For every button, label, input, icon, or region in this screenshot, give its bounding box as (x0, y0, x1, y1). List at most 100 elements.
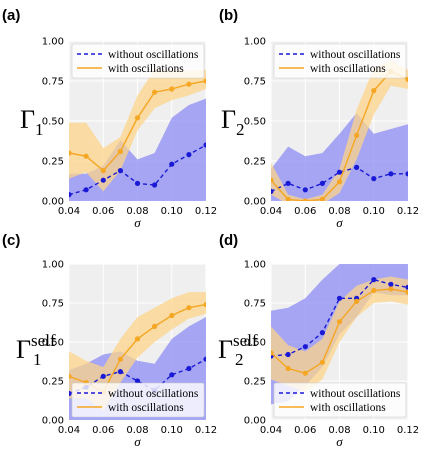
with-oscillations-band (69, 69, 206, 192)
x-tick-label: 0.06 (92, 206, 114, 217)
y-axis-label-sub: 2 (235, 350, 244, 369)
y-axis-label-main: Γ (218, 335, 233, 364)
with-oscillations-point (69, 373, 72, 379)
without-oscillations-point (285, 180, 291, 186)
with-oscillations-point (336, 179, 343, 185)
legend-label: without oscillations (310, 388, 401, 400)
legend-label: without oscillations (108, 49, 199, 61)
x-tick-label: 0.12 (397, 206, 419, 217)
without-oscillations-point (134, 180, 141, 186)
x-axis-label: σ (134, 434, 141, 449)
without-oscillations-point (336, 295, 343, 301)
y-axis-label-sub: 2 (236, 120, 245, 139)
with-oscillations-point (271, 350, 274, 356)
y-axis-label: Γself 1 (16, 331, 56, 369)
x-axis-label: σ (336, 215, 343, 230)
x-tick-label: 0.06 (92, 425, 114, 436)
x-axis-label: σ (134, 215, 141, 230)
legend: without oscillations with oscillations (273, 43, 407, 79)
y-tick-label: 0.25 (42, 377, 64, 388)
legend: without oscillations with oscillations (273, 382, 407, 418)
y-tick-label: 0.00 (42, 416, 64, 427)
with-oscillations-point (285, 365, 291, 372)
with-oscillations-point (271, 177, 274, 183)
x-tick-label: 0.10 (161, 425, 183, 436)
x-tick-label: 0.04 (260, 206, 282, 217)
x-tick-label: 0.08 (126, 425, 148, 436)
y-tick-label: 0.75 (244, 299, 266, 310)
legend-label: with oscillations (310, 402, 386, 414)
without-oscillations-point (336, 169, 343, 175)
with-oscillations-point (186, 81, 192, 87)
panel-b: 0.04 0.06 0.08 0.10 0.12 0.00 0.25 0.50 0.75 1.00… (219, 7, 419, 230)
panel-a: 0.04 0.06 0.08 0.10 0.12 0.00 0.25 0.50 0.75 1.00… (2, 7, 217, 230)
without-oscillations-point (388, 281, 394, 287)
legend-label: without oscillations (108, 388, 199, 400)
with-oscillations-point (186, 305, 192, 311)
with-oscillations-band (271, 60, 408, 201)
with-oscillations-point (203, 78, 206, 84)
x-tick-label: 0.10 (363, 425, 385, 436)
y-tick-label: 0.75 (244, 77, 266, 88)
y-tick-label: 0.50 (244, 338, 266, 349)
y-tick-label: 0.50 (42, 338, 64, 349)
without-oscillations-point (285, 351, 291, 358)
panel-d: 0.04 0.06 0.08 0.10 0.12 0.00 0.25 0.50 0.75 1.00… (218, 232, 419, 449)
with-oscillations-point (203, 302, 206, 308)
x-tick-label: 0.04 (260, 425, 282, 436)
x-axis-label: σ (336, 434, 343, 449)
with-oscillations-point (117, 148, 123, 154)
without-oscillations-point (354, 164, 360, 170)
without-oscillations-point (134, 378, 141, 384)
plot-area (69, 69, 206, 201)
panel-label: (c) (2, 232, 20, 249)
x-tick-label: 0.10 (161, 206, 183, 217)
with-oscillations-point (319, 196, 325, 201)
without-oscillations-point (186, 152, 192, 158)
y-tick-label: 0.00 (244, 416, 266, 427)
without-oscillations-point (371, 277, 377, 283)
panel-label: (b) (219, 7, 238, 24)
without-oscillations-point (319, 180, 325, 186)
y-axis-label: Γ2 (221, 105, 245, 139)
x-tick-label: 0.10 (363, 206, 385, 217)
x-tick-label: 0.04 (58, 425, 80, 436)
with-oscillations-point (371, 287, 377, 294)
legend-box (71, 43, 205, 79)
with-oscillations-point (69, 150, 72, 156)
x-tick-label: 0.08 (328, 425, 350, 436)
without-oscillations-point (302, 187, 308, 193)
panel-label: (a) (2, 7, 20, 24)
with-oscillations-point (117, 356, 123, 362)
y-axis-label-main: Γ (20, 105, 35, 134)
legend-label: with oscillations (108, 402, 184, 414)
without-oscillations-point (100, 177, 106, 183)
panel-c: 0.04 0.06 0.08 0.10 0.12 0.00 0.25 0.50 0.75 1.00… (2, 232, 217, 449)
legend-box (71, 382, 205, 418)
with-oscillations-point (169, 312, 175, 319)
without-oscillations-point (371, 176, 377, 182)
with-oscillations-point (388, 286, 394, 292)
without-oscillations-point (83, 187, 89, 193)
without-oscillations-point (169, 161, 175, 167)
with-oscillations-point (134, 115, 141, 121)
y-tick-label: 0.25 (244, 157, 266, 168)
with-oscillations-point (354, 132, 360, 138)
legend-label: without oscillations (310, 49, 401, 61)
with-oscillations-point (336, 319, 343, 325)
legend: without oscillations with oscillations (71, 43, 205, 79)
y-axis-label: Γself 2 (218, 331, 258, 369)
y-tick-label: 1.00 (244, 37, 266, 48)
without-oscillations-point (405, 284, 408, 290)
without-oscillations-point (69, 192, 72, 198)
y-axis-label-sup: self (233, 331, 258, 350)
y-axis-label: Γ1 (20, 105, 44, 139)
x-tick-label: 0.12 (195, 206, 217, 217)
without-oscillations-point (117, 369, 123, 375)
y-axis-label-main: Γ (16, 335, 31, 364)
legend-label: with oscillations (108, 63, 184, 75)
plot-area (271, 264, 408, 405)
x-tick-label: 0.12 (195, 425, 217, 436)
x-tick-label: 0.04 (58, 206, 80, 217)
